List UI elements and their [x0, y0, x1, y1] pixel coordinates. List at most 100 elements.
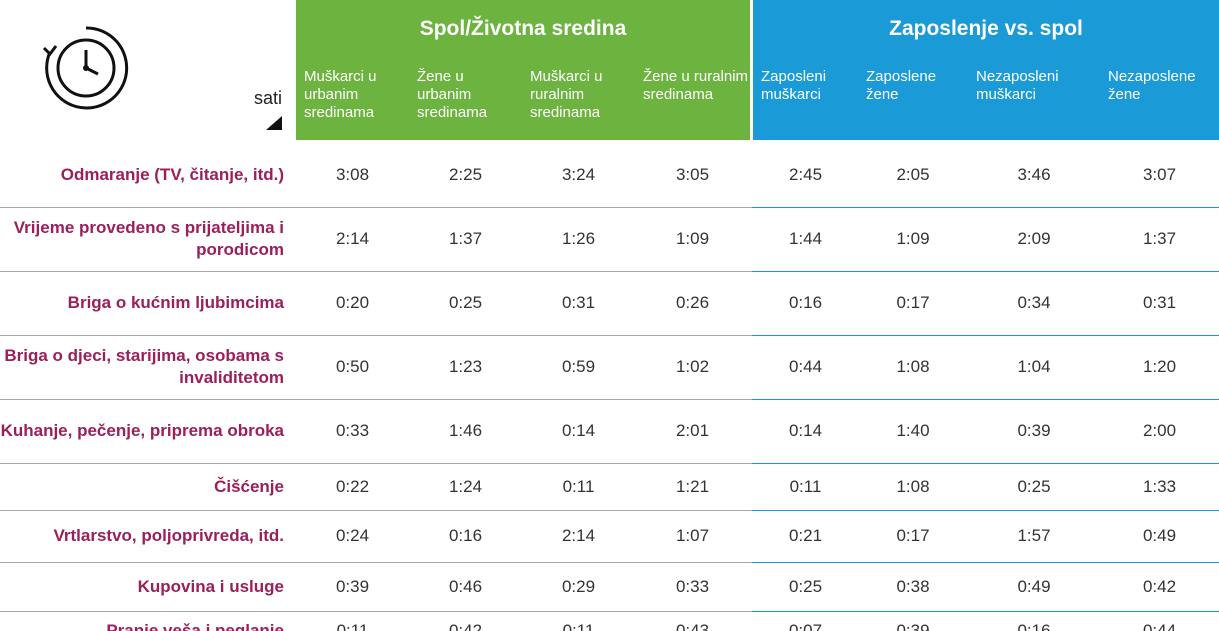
cell-value: 1:08	[896, 357, 930, 376]
cell-value: 0:29	[561, 576, 596, 596]
cell-value: 0:17	[896, 293, 930, 312]
cell-value: 3:24	[561, 165, 596, 184]
column-header: Zaposlene žene	[866, 68, 937, 103]
cell-value: 0:50	[335, 357, 370, 376]
cell-value: 0:39	[1017, 421, 1051, 440]
cell-value: 1:37	[1142, 229, 1177, 248]
cell-value: 0:11	[789, 476, 822, 496]
row-divider	[752, 399, 1219, 400]
cell-value: 0:21	[788, 526, 823, 545]
column-header: Nezaposleni muškarci	[976, 68, 1059, 103]
row-label: Kuhanje, pečenje, priprema obroka	[0, 421, 284, 440]
cell-value: 2:01	[675, 421, 710, 440]
cell-value: 1:09	[675, 229, 710, 248]
cell-value: 0:11	[562, 621, 595, 631]
cell-value: 0:42	[1142, 576, 1177, 596]
cell-value: 1:09	[896, 229, 930, 248]
cell-value: 1:46	[448, 421, 483, 440]
cell-value: 0:34	[1017, 293, 1051, 312]
cell-value: 0:24	[335, 526, 370, 545]
cell-value: 0:44	[788, 357, 823, 376]
cell-value: 0:39	[896, 621, 930, 631]
row-divider	[0, 207, 752, 208]
group-title: Spol/Životna sredina	[419, 17, 627, 40]
column-header: Muškarci u urbanim sredinama	[304, 68, 377, 121]
cell-value: 0:59	[561, 357, 596, 376]
clock-icon	[42, 26, 129, 110]
cell-value: 0:38	[896, 576, 930, 596]
column-header: Žene u urbanim sredinama	[417, 68, 488, 121]
row-divider	[0, 510, 752, 511]
cell-value: 3:05	[675, 165, 710, 184]
cell-value: 0:31	[1142, 293, 1177, 312]
cell-value: 0:25	[448, 293, 483, 312]
cell-value: 0:16	[448, 526, 483, 545]
cell-value: 1:23	[448, 357, 483, 376]
row-divider	[0, 562, 752, 563]
sort-triangle	[266, 116, 282, 130]
cell-value: 3:08	[335, 165, 370, 184]
cell-value: 1:37	[448, 229, 483, 248]
cell-value: 0:33	[335, 421, 370, 440]
row-label: Kupovina i usluge	[137, 576, 284, 596]
cell-value: 0:49	[1142, 526, 1177, 545]
cell-value: 2:45	[788, 165, 823, 184]
row-label: Odmaranje (TV, čitanje, itd.)	[60, 165, 284, 184]
cell-value: 1:33	[1142, 476, 1177, 496]
cell-value: 0:20	[335, 293, 370, 312]
cell-value: 0:16	[1017, 621, 1051, 631]
row-divider	[752, 562, 1219, 563]
group-header-bg	[753, 0, 1219, 140]
cell-value: 2:25	[448, 165, 483, 184]
row-divider	[752, 611, 1219, 612]
cell-value: 0:25	[788, 576, 823, 596]
unit-label: sati	[253, 88, 282, 108]
cell-value: 1:08	[896, 476, 930, 496]
row-divider	[0, 611, 752, 612]
cell-value: 2:00	[1142, 421, 1177, 440]
cell-value: 0:07	[788, 621, 823, 631]
column-header: Nezaposlene žene	[1108, 68, 1196, 103]
row-divider	[752, 207, 1219, 208]
row-divider	[0, 463, 752, 464]
cell-value: 0:26	[675, 293, 710, 312]
column-header: Žene u ruralnim sredinama	[643, 68, 749, 103]
cell-value: 0:42	[448, 621, 483, 631]
cell-value: 2:14	[335, 229, 370, 248]
row-label: Pranje veša i peglanje	[106, 621, 284, 631]
row-label: Vrijeme provedeno s prijateljima i porod…	[13, 218, 284, 259]
group-header-bg	[296, 0, 750, 140]
cell-value: 0:16	[788, 293, 823, 312]
row-divider	[752, 335, 1219, 336]
cell-value: 0:17	[896, 526, 930, 545]
row-label: Briga o kućnim ljubimcima	[67, 293, 284, 312]
cell-value: 0:44	[1142, 621, 1177, 631]
cell-value: 0:25	[1017, 476, 1051, 496]
cell-value: 1:20	[1142, 357, 1177, 376]
cell-value: 0:31	[561, 293, 596, 312]
row-label: Briga o djeci, starijima, osobama s inva…	[4, 346, 284, 387]
cell-value: 1:21	[675, 476, 710, 496]
cell-value: 3:46	[1017, 165, 1051, 184]
row-divider	[752, 510, 1219, 511]
cell-value: 0:46	[448, 576, 483, 596]
cell-value: 1:26	[561, 229, 596, 248]
cell-value: 0:39	[335, 576, 370, 596]
cell-value: 0:33	[675, 576, 710, 596]
cell-value: 1:44	[788, 229, 823, 248]
row-divider	[0, 271, 752, 272]
cell-value: 0:11	[562, 476, 595, 496]
cell-value: 2:09	[1017, 229, 1051, 248]
cell-value: 0:14	[561, 421, 596, 440]
column-header: Zaposleni muškarci	[761, 68, 827, 103]
cell-value: 1:57	[1017, 526, 1051, 545]
cell-value: 2:05	[896, 165, 930, 184]
row-label: Čišćenje	[214, 476, 284, 496]
cell-value: 0:43	[675, 621, 710, 631]
cell-value: 1:04	[1017, 357, 1051, 376]
cell-value: 1:40	[896, 421, 930, 440]
cell-value: 2:14	[561, 526, 596, 545]
cell-value: 1:07	[675, 526, 710, 545]
group-title: Zaposlenje vs. spol	[889, 17, 1083, 40]
